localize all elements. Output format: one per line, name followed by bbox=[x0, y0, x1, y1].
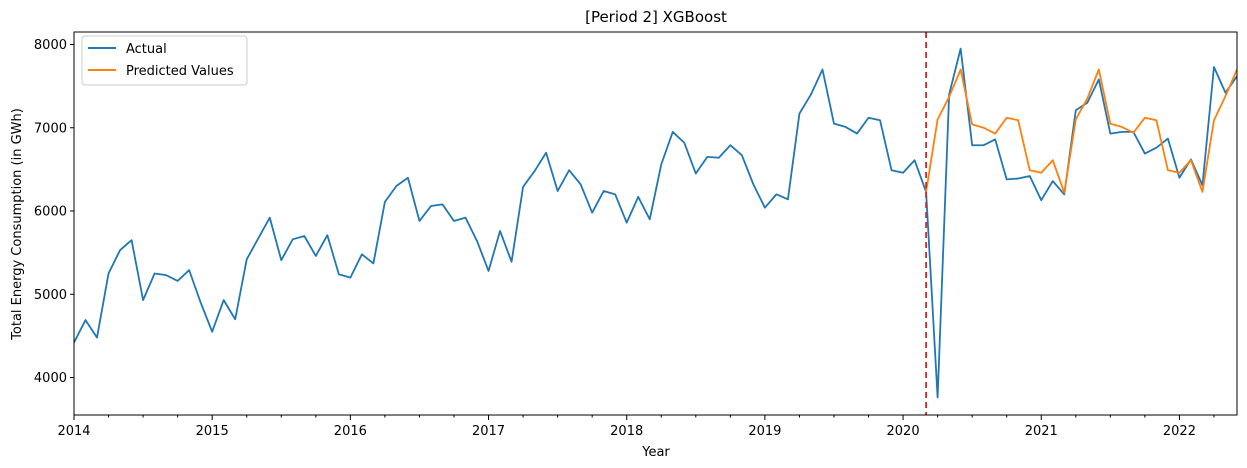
x-tick-label: 2017 bbox=[472, 424, 505, 439]
y-tick-label: 7000 bbox=[34, 121, 67, 136]
y-tick-label: 8000 bbox=[34, 38, 67, 53]
series-line-predicted bbox=[925, 68, 1237, 194]
y-tick-label: 6000 bbox=[34, 205, 67, 220]
chart-title: [Period 2] XGBoost bbox=[585, 8, 727, 26]
x-tick-label: 2021 bbox=[1025, 424, 1058, 439]
y-axis-label: Total Energy Consumption (in GWh) bbox=[10, 108, 25, 341]
x-tick-label: 2022 bbox=[1163, 424, 1196, 439]
x-tick-label: 2020 bbox=[887, 424, 920, 439]
legend-label-actual: Actual bbox=[126, 42, 167, 57]
series-line-actual bbox=[74, 47, 1237, 399]
x-axis-label: Year bbox=[641, 445, 670, 460]
x-tick-label: 2014 bbox=[57, 424, 90, 439]
legend-box bbox=[81, 35, 248, 86]
y-tick-label: 4000 bbox=[34, 371, 67, 386]
x-tick-label: 2016 bbox=[334, 424, 367, 439]
legend-label-predicted: Predicted Values bbox=[126, 64, 234, 79]
x-tick-label: 2018 bbox=[610, 424, 643, 439]
x-tick-label: 2015 bbox=[196, 424, 229, 439]
x-tick-label: 2019 bbox=[748, 424, 781, 439]
plot-frame bbox=[73, 31, 1238, 416]
y-axis-ticks: 4000 5000 6000 7000 8000 bbox=[34, 38, 74, 386]
plot-area bbox=[73, 31, 1238, 416]
legend: Actual Predicted Values bbox=[81, 35, 248, 86]
y-tick-label: 5000 bbox=[34, 288, 67, 303]
x-axis-ticks: 2014 2015 2016 2017 2018 2019 2020 2021 2022 bbox=[57, 415, 1215, 439]
